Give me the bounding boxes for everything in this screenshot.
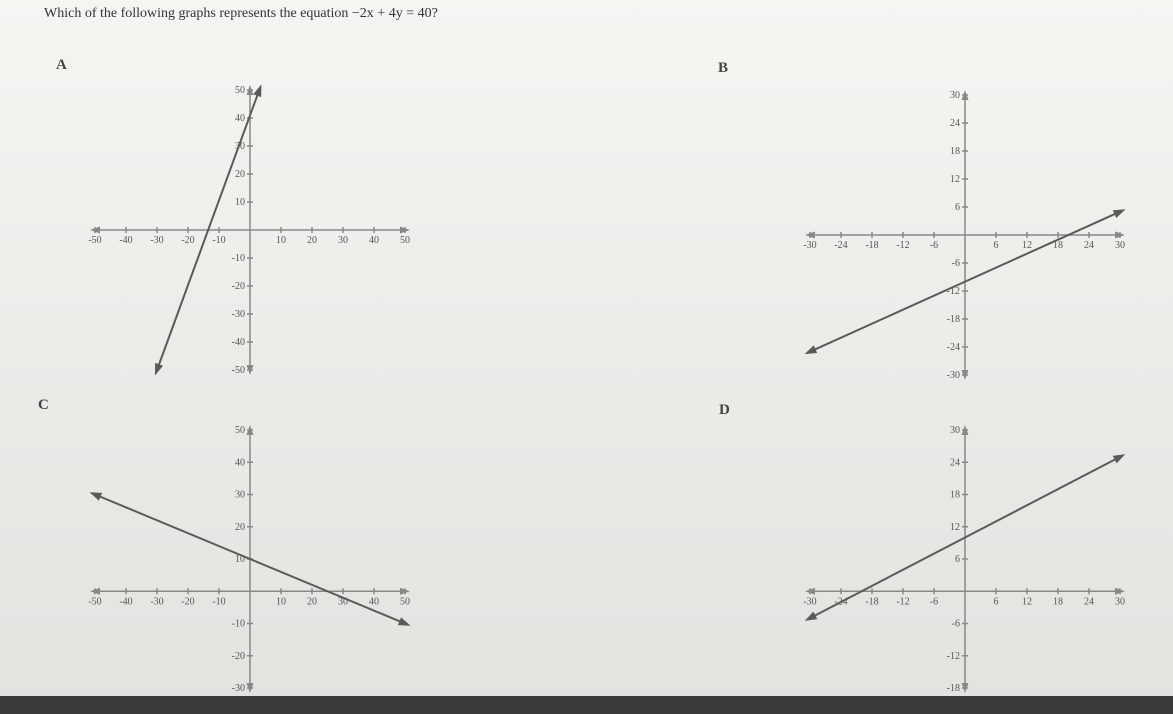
svg-text:12: 12: [1022, 596, 1032, 607]
svg-text:-10: -10: [232, 619, 245, 630]
svg-text:-6: -6: [952, 619, 960, 630]
svg-text:-50: -50: [88, 596, 101, 607]
svg-text:-30: -30: [803, 596, 816, 607]
svg-text:-18: -18: [865, 596, 878, 607]
svg-text:-12: -12: [896, 596, 909, 607]
svg-text:50: 50: [400, 596, 410, 607]
bottom-bar: [0, 696, 1173, 714]
svg-text:-10: -10: [212, 235, 225, 246]
svg-text:18: 18: [1053, 596, 1063, 607]
graph-c: -50-40-30-20-101020304050-30-20-10102030…: [85, 420, 415, 698]
svg-text:24: 24: [1084, 240, 1094, 251]
option-label-d: D: [719, 402, 730, 419]
svg-text:12: 12: [1022, 240, 1032, 251]
svg-text:40: 40: [369, 596, 379, 607]
option-label-c: C: [38, 397, 49, 414]
svg-text:-40: -40: [232, 337, 245, 348]
svg-text:-24: -24: [834, 240, 847, 251]
svg-text:-6: -6: [952, 258, 960, 269]
svg-text:50: 50: [400, 235, 410, 246]
svg-text:-18: -18: [947, 683, 960, 694]
svg-text:30: 30: [1115, 596, 1125, 607]
svg-text:-30: -30: [150, 596, 163, 607]
svg-text:-12: -12: [896, 240, 909, 251]
graph-b: -30-24-18-12-6612182430-30-24-18-12-6612…: [800, 85, 1130, 385]
graph-d: -30-24-18-12-6612182430-18-12-6612182430: [800, 420, 1130, 698]
svg-text:-6: -6: [930, 596, 938, 607]
svg-text:-30: -30: [947, 370, 960, 381]
svg-text:20: 20: [307, 235, 317, 246]
svg-text:40: 40: [369, 235, 379, 246]
svg-text:6: 6: [994, 240, 999, 251]
svg-text:24: 24: [950, 457, 960, 468]
svg-text:40: 40: [235, 113, 245, 124]
question-text: Which of the following graphs represents…: [44, 6, 438, 22]
svg-text:50: 50: [235, 85, 245, 96]
svg-text:24: 24: [950, 118, 960, 129]
graph-a: -50 -40 -30 -20 -10 10 20 30 40 50 -50 -40 -30 -20 -10…: [85, 80, 415, 380]
svg-text:20: 20: [235, 169, 245, 180]
svg-text:-10: -10: [232, 253, 245, 264]
svg-text:30: 30: [338, 235, 348, 246]
svg-text:30: 30: [950, 425, 960, 436]
svg-text:10: 10: [276, 596, 286, 607]
svg-text:10: 10: [235, 197, 245, 208]
option-label-a: A: [56, 57, 67, 74]
svg-text:-24: -24: [947, 342, 960, 353]
svg-text:40: 40: [235, 457, 245, 468]
svg-text:18: 18: [950, 146, 960, 157]
svg-text:-50: -50: [88, 235, 101, 246]
svg-text:-40: -40: [119, 596, 132, 607]
svg-text:-18: -18: [947, 314, 960, 325]
svg-text:-40: -40: [119, 235, 132, 246]
svg-text:-50: -50: [232, 365, 245, 376]
svg-text:10: 10: [276, 235, 286, 246]
svg-text:-30: -30: [232, 309, 245, 320]
svg-text:6: 6: [955, 554, 960, 565]
svg-text:20: 20: [307, 596, 317, 607]
svg-text:-12: -12: [947, 651, 960, 662]
svg-text:-18: -18: [865, 240, 878, 251]
svg-text:30: 30: [950, 90, 960, 101]
svg-text:-10: -10: [212, 596, 225, 607]
svg-text:6: 6: [955, 202, 960, 213]
svg-text:12: 12: [950, 174, 960, 185]
svg-text:-20: -20: [232, 281, 245, 292]
svg-text:24: 24: [1084, 596, 1094, 607]
svg-text:6: 6: [994, 596, 999, 607]
svg-text:20: 20: [235, 522, 245, 533]
svg-text:30: 30: [1115, 240, 1125, 251]
svg-text:-30: -30: [232, 683, 245, 694]
svg-text:-30: -30: [150, 235, 163, 246]
svg-text:-20: -20: [181, 235, 194, 246]
svg-text:50: 50: [235, 425, 245, 436]
svg-text:-30: -30: [803, 240, 816, 251]
svg-text:30: 30: [235, 490, 245, 501]
svg-text:-20: -20: [181, 596, 194, 607]
option-label-b: B: [718, 60, 728, 77]
svg-text:-20: -20: [232, 651, 245, 662]
svg-text:18: 18: [950, 490, 960, 501]
svg-text:-6: -6: [930, 240, 938, 251]
svg-text:12: 12: [950, 522, 960, 533]
